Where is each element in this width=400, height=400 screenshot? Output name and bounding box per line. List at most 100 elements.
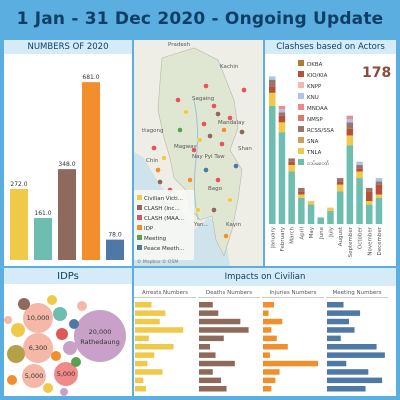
map-event-marker[interactable]	[161, 155, 167, 161]
clashes-bar-segment[interactable]	[366, 191, 373, 202]
map-event-marker[interactable]	[211, 207, 217, 213]
map-event-marker[interactable]	[219, 141, 225, 147]
map-event-marker[interactable]	[183, 109, 189, 115]
clashes-bar-segment[interactable]	[336, 181, 344, 185]
clashes-bar-segment[interactable]	[278, 112, 286, 116]
map-event-marker[interactable]	[207, 133, 213, 139]
numbers-bar[interactable]	[58, 169, 76, 260]
clashes-bar-segment[interactable]	[288, 164, 295, 172]
map-event-marker[interactable]	[197, 137, 203, 143]
idp-bubble[interactable]	[63, 341, 77, 355]
map-event-marker[interactable]	[155, 167, 161, 173]
impacts-bar[interactable]	[263, 318, 283, 325]
impacts-bar[interactable]	[327, 344, 377, 350]
clashes-bar-segment[interactable]	[356, 161, 363, 165]
clashes-bar-segment[interactable]	[375, 194, 383, 198]
map-event-marker[interactable]	[157, 179, 163, 185]
impacts-bar[interactable]	[199, 310, 219, 316]
numbers-bar[interactable]	[34, 217, 52, 260]
myanmar-map[interactable]: Pradesh Kachin Sagaing Mandalay Magway Bago Sh…	[134, 40, 263, 266]
map-event-marker[interactable]	[203, 83, 209, 89]
idp-bubble[interactable]	[60, 388, 68, 396]
impacts-bar[interactable]	[135, 310, 166, 316]
clashes-bar-segment[interactable]	[346, 145, 354, 224]
map-event-marker[interactable]	[215, 111, 221, 117]
map-event-marker[interactable]	[211, 103, 217, 109]
clashes-bar-segment[interactable]	[366, 201, 373, 205]
idp-bubble[interactable]	[77, 301, 87, 311]
map-event-marker[interactable]	[227, 115, 233, 121]
map-event-marker[interactable]	[175, 97, 181, 103]
idp-bubble[interactable]	[51, 351, 61, 361]
clashes-bar-segment[interactable]	[346, 115, 354, 120]
impacts-bar[interactable]	[327, 327, 355, 333]
clashes-bar-segment[interactable]	[336, 178, 344, 182]
impacts-bar[interactable]	[263, 369, 280, 375]
map-event-marker[interactable]	[201, 121, 207, 127]
clashes-bar-segment[interactable]	[375, 197, 383, 224]
idp-bubble[interactable]	[56, 328, 68, 340]
idp-bubble[interactable]	[71, 357, 81, 367]
clashes-bar-segment[interactable]	[298, 191, 305, 195]
impacts-bar[interactable]	[135, 327, 184, 333]
impacts-bar[interactable]	[135, 335, 149, 342]
idp-bubble[interactable]	[53, 307, 67, 321]
clashes-bar-segment[interactable]	[327, 207, 334, 211]
clashes-bar-segment[interactable]	[375, 178, 383, 182]
impacts-bar[interactable]	[263, 360, 319, 367]
clashes-bar-segment[interactable]	[346, 122, 354, 129]
clashes-bar-segment[interactable]	[269, 92, 276, 106]
impacts-bar[interactable]	[327, 335, 341, 342]
idp-bubble[interactable]	[22, 364, 46, 388]
impacts-bar[interactable]	[263, 327, 272, 333]
clashes-bar-segment[interactable]	[346, 128, 354, 136]
idp-bubble[interactable]	[74, 310, 126, 362]
clashes-bar-segment[interactable]	[366, 187, 373, 192]
clashes-bar-segment[interactable]	[298, 194, 305, 198]
idp-bubble[interactable]	[23, 333, 53, 363]
impacts-bar[interactable]	[263, 335, 277, 342]
impacts-bar[interactable]	[327, 360, 347, 367]
numbers-bar[interactable]	[10, 188, 28, 260]
idp-bubble[interactable]	[11, 323, 25, 337]
impacts-bar[interactable]	[263, 344, 288, 350]
map-event-marker[interactable]	[151, 145, 157, 151]
impacts-bar[interactable]	[135, 377, 144, 384]
impacts-bar[interactable]	[135, 369, 163, 375]
impacts-bar[interactable]	[199, 344, 211, 350]
clashes-bar-segment[interactable]	[288, 161, 295, 165]
clashes-bar-segment[interactable]	[307, 204, 315, 224]
map-event-marker[interactable]	[227, 197, 233, 203]
clashes-bar-segment[interactable]	[269, 86, 276, 93]
impacts-bar[interactable]	[199, 369, 213, 375]
clashes-bar-segment[interactable]	[356, 164, 363, 169]
map-event-marker[interactable]	[191, 147, 197, 153]
map-event-marker[interactable]	[187, 177, 193, 183]
clashes-bar-segment[interactable]	[356, 178, 363, 224]
clashes-bar-segment[interactable]	[269, 79, 276, 87]
impacts-bar[interactable]	[327, 369, 369, 375]
clashes-bar-segment[interactable]	[278, 105, 286, 110]
clashes-bar-segment[interactable]	[366, 204, 373, 224]
clashes-bar-segment[interactable]	[288, 158, 295, 162]
idp-bubble[interactable]	[7, 375, 17, 385]
impacts-bar[interactable]	[263, 386, 272, 392]
idp-bubble[interactable]	[43, 383, 53, 393]
map-event-marker[interactable]	[221, 127, 227, 133]
impacts-bar[interactable]	[135, 318, 160, 325]
map-event-marker[interactable]	[177, 127, 183, 133]
map-event-marker[interactable]	[203, 167, 209, 173]
idp-bubble[interactable]	[7, 345, 25, 363]
idp-bubble[interactable]	[54, 362, 78, 386]
map-event-marker[interactable]	[241, 87, 247, 93]
map-panel[interactable]: Pradesh Kachin Sagaing Mandalay Magway Bago Sh…	[134, 40, 263, 266]
impacts-bar[interactable]	[199, 386, 227, 392]
idp-bubble[interactable]	[69, 319, 79, 329]
clashes-bar-segment[interactable]	[336, 184, 344, 192]
impacts-bar[interactable]	[135, 360, 148, 367]
map-event-marker[interactable]	[223, 233, 229, 239]
impacts-bar[interactable]	[199, 377, 222, 384]
impacts-bar[interactable]	[135, 386, 147, 392]
clashes-bar-segment[interactable]	[298, 197, 305, 224]
clashes-bar-segment[interactable]	[269, 76, 276, 80]
